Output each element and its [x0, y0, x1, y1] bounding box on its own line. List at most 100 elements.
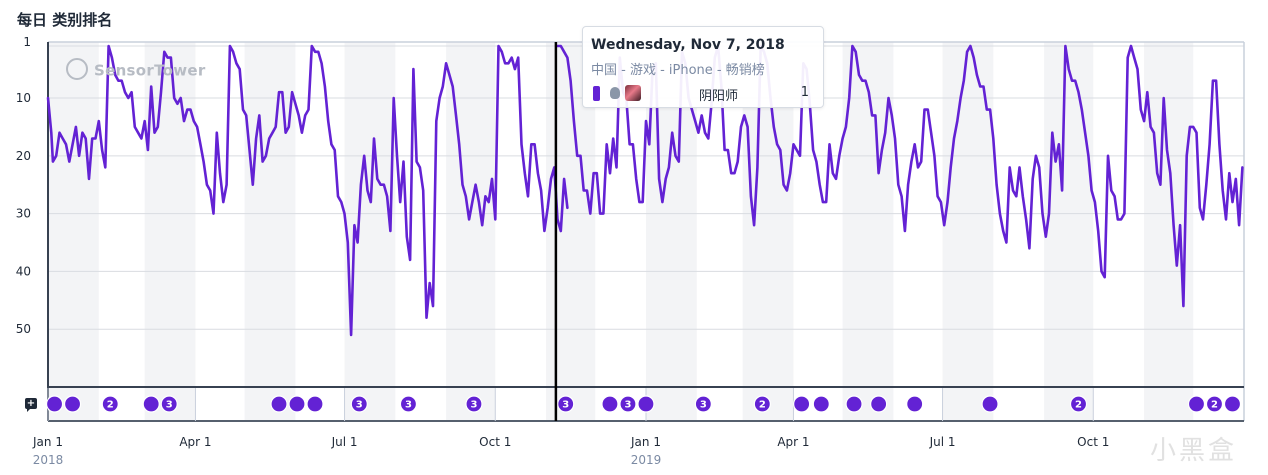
watermark-text: SensorTower: [94, 61, 206, 80]
y-tick-label: 50: [16, 322, 31, 336]
event-marker[interactable]: [793, 395, 811, 413]
event-dot: [101, 395, 119, 413]
x-year-label: 2018: [33, 453, 64, 467]
x-tick-label: Oct 1: [479, 435, 511, 449]
rank-line: [556, 44, 1244, 308]
x-tick-label: Apr 1: [179, 435, 211, 449]
event-marker[interactable]: [637, 395, 655, 413]
tooltip-date: Wednesday, Nov 7, 2018: [591, 37, 785, 53]
event-marker[interactable]: 2: [753, 395, 771, 413]
x-year-label: 2019: [631, 453, 662, 467]
event-count: 2: [107, 400, 114, 411]
event-count: 3: [624, 400, 631, 411]
event-marker[interactable]: [906, 395, 924, 413]
month-band: [842, 42, 894, 421]
apple-icon: [610, 87, 620, 99]
y-tick-label: 40: [16, 264, 31, 278]
event-dot: [63, 395, 82, 413]
event-dot: [306, 395, 324, 413]
event-marker[interactable]: 3: [350, 395, 368, 413]
event-dot: [637, 395, 655, 413]
event-count: 3: [356, 400, 363, 411]
event-dot: [1069, 395, 1088, 413]
event-dot: [601, 395, 619, 413]
rank-line: [46, 44, 569, 337]
event-marker[interactable]: 3: [465, 395, 483, 413]
x-tick-label: Jul 1: [331, 435, 358, 449]
xiaoheihe-watermark: 小黑盒: [1150, 436, 1238, 466]
event-dot: [793, 395, 811, 413]
month-band: [344, 42, 396, 421]
x-tick-label: Jul 1: [929, 435, 956, 449]
month-band: [1044, 42, 1094, 421]
x-tick-label: Jan 1: [630, 435, 661, 449]
app-icon: [625, 85, 641, 101]
event-count: 3: [470, 400, 477, 411]
event-dot: [619, 395, 637, 413]
y-tick-label: 10: [16, 91, 31, 105]
event-marker[interactable]: 3: [619, 395, 637, 413]
event-dot: [981, 395, 999, 413]
y-tick-label: 1: [23, 35, 31, 49]
event-dot: [906, 395, 924, 413]
event-marker[interactable]: [1187, 395, 1206, 413]
event-marker[interactable]: [142, 395, 160, 413]
event-count: 2: [1211, 400, 1218, 411]
event-dot: [270, 395, 288, 413]
event-marker[interactable]: [812, 395, 830, 413]
event-marker[interactable]: [306, 395, 324, 413]
x-axis: Jan 1 2018 Apr 1 Jul 1 Oct 1 Jan 1 2019 Apr 1 Ju…: [32, 435, 1109, 467]
event-dot: [870, 395, 888, 413]
event-dot: [845, 395, 863, 413]
event-marker[interactable]: [601, 395, 619, 413]
event-dot: [1223, 395, 1242, 413]
sensortower-logo-icon: [66, 58, 88, 80]
month-band: [48, 42, 99, 421]
event-marker[interactable]: [1223, 395, 1242, 413]
tooltip-app-name: 阴阳师: [699, 89, 739, 104]
event-count: 2: [759, 400, 766, 411]
event-dot: [399, 395, 418, 413]
event-marker[interactable]: 3: [399, 395, 418, 413]
series-layer: [46, 44, 1244, 337]
event-marker[interactable]: [981, 395, 999, 413]
y-axis: 1 10 20 30 40 50: [16, 35, 31, 336]
event-dot: [350, 395, 368, 413]
event-marker[interactable]: [288, 395, 306, 413]
x-tick-label: Oct 1: [1077, 435, 1109, 449]
event-dot: [1205, 395, 1224, 413]
event-dot: [694, 395, 712, 413]
event-marker[interactable]: 3: [557, 395, 575, 413]
event-dot: [45, 395, 64, 413]
event-marker[interactable]: [270, 395, 288, 413]
chart-title: 每日 类别排名: [17, 11, 113, 29]
month-band: [244, 42, 296, 421]
event-dot: [142, 395, 160, 413]
event-dot: [288, 395, 306, 413]
event-marker[interactable]: 2: [101, 395, 119, 413]
event-marker[interactable]: [845, 395, 863, 413]
event-marker[interactable]: 3: [160, 395, 178, 413]
event-count: 3: [562, 400, 569, 411]
tooltip-series-row: 阴阳师 1: [591, 85, 815, 104]
tooltip-subtitle: 中国 - 游戏 - iPhone - 畅销榜: [591, 63, 765, 78]
event-dot: [160, 395, 178, 413]
event-marker[interactable]: [45, 395, 64, 413]
event-marker[interactable]: 2: [1069, 395, 1088, 413]
tooltip: Wednesday, Nov 7, 2018 中国 - 游戏 - iPhone …: [582, 26, 824, 108]
event-marker[interactable]: 3: [694, 395, 712, 413]
event-dot: [1187, 395, 1206, 413]
comment-plus-icon[interactable]: +: [25, 398, 37, 412]
event-marker[interactable]: [870, 395, 888, 413]
event-count: 3: [700, 400, 707, 411]
event-count: 3: [405, 400, 412, 411]
event-count: 3: [166, 400, 173, 411]
event-dot: [557, 395, 575, 413]
tooltip-rank-value: 1: [800, 85, 809, 100]
event-marker[interactable]: 2: [1205, 395, 1224, 413]
event-marker[interactable]: [63, 395, 82, 413]
x-tick-label: Jan 1: [32, 435, 63, 449]
y-tick-label: 30: [16, 207, 31, 221]
y-tick-label: 20: [16, 149, 31, 163]
series-color-swatch: [593, 86, 600, 101]
